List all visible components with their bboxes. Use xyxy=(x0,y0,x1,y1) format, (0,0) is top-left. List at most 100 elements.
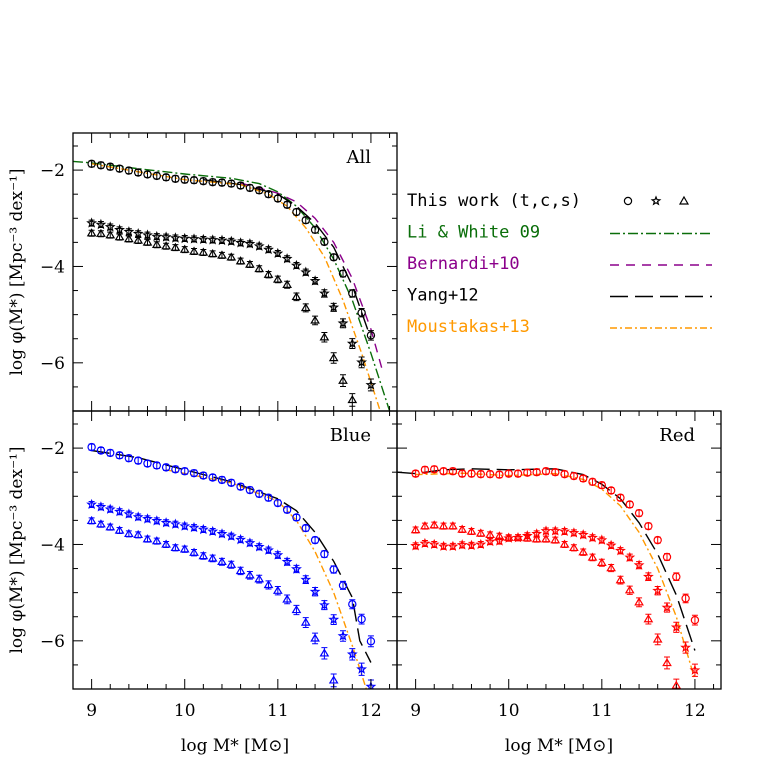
data-point-triangle xyxy=(151,536,162,545)
model-line-yang-12 xyxy=(397,468,696,651)
data-point-circle xyxy=(255,186,264,195)
data-point-triangle xyxy=(291,291,302,301)
data-point-star xyxy=(272,247,284,259)
data-point-triangle xyxy=(96,228,106,237)
model-line-li-white-09 xyxy=(73,160,391,411)
data-point-triangle xyxy=(245,259,255,268)
data-point-circle xyxy=(560,469,569,479)
data-point-circle xyxy=(476,469,485,479)
data-point-star xyxy=(179,232,191,244)
data-point-circle xyxy=(320,237,329,247)
error-bar xyxy=(153,461,160,469)
data-point-star xyxy=(142,229,153,240)
error-bar xyxy=(153,172,160,180)
data-point-star xyxy=(95,218,107,230)
data-point-circle xyxy=(310,225,320,235)
data-point-star xyxy=(540,525,552,536)
data-point-triangle xyxy=(114,525,125,534)
data-point-circle xyxy=(634,508,644,518)
data-point-triangle xyxy=(475,528,486,537)
data-point-circle xyxy=(457,469,467,478)
data-point-star xyxy=(114,506,126,517)
data-point-triangle xyxy=(634,597,644,606)
model-line-yang-12 xyxy=(203,179,372,339)
data-point-triangle xyxy=(513,532,523,541)
data-point-circle xyxy=(124,454,134,463)
x-axis-title: log M* [M⊙] xyxy=(505,736,613,756)
data-point-circle xyxy=(189,468,199,478)
data-point-star xyxy=(328,301,340,312)
data-point-circle xyxy=(143,170,152,179)
data-point-star xyxy=(300,266,312,277)
data-point-circle xyxy=(133,168,143,177)
error-bar xyxy=(302,216,309,224)
error-bar xyxy=(626,500,633,508)
data-point-triangle xyxy=(254,263,265,273)
data-point-circle xyxy=(282,505,292,514)
error-bar xyxy=(349,599,356,610)
data-point-triangle xyxy=(310,633,320,642)
data-point-star xyxy=(216,528,228,539)
data-point-circle xyxy=(348,600,357,609)
x-tick-label: 10 xyxy=(498,701,520,721)
data-point-star xyxy=(689,664,701,675)
data-point-star xyxy=(244,238,256,249)
data-point-circle xyxy=(124,166,134,175)
data-point-star xyxy=(207,525,219,537)
data-point-circle xyxy=(199,176,208,186)
data-point-circle xyxy=(411,469,420,478)
data-point-circle xyxy=(106,162,115,171)
data-point-star xyxy=(356,663,368,674)
data-point-star xyxy=(356,356,368,368)
data-point-triangle xyxy=(189,246,199,255)
data-point-star xyxy=(642,570,654,582)
data-point-circle xyxy=(245,485,255,495)
data-point-star xyxy=(346,648,358,659)
data-point-star xyxy=(281,253,293,264)
data-point-star xyxy=(263,544,274,555)
data-point-circle xyxy=(662,552,672,562)
data-point-star xyxy=(160,231,172,242)
panel-label: All xyxy=(345,147,371,168)
y-tick-label: −6 xyxy=(40,354,65,374)
data-point-triangle xyxy=(310,315,320,324)
x-tick-label: 9 xyxy=(86,701,97,721)
data-point-star xyxy=(328,613,340,625)
data-point-circle xyxy=(180,467,189,476)
data-point-triangle xyxy=(282,279,292,288)
panel-frame xyxy=(396,410,722,690)
error-bar xyxy=(645,522,652,530)
data-point-star xyxy=(577,529,589,540)
data-point-triangle xyxy=(226,559,237,568)
data-point-circle xyxy=(292,513,301,522)
data-point-triangle xyxy=(578,547,589,556)
data-point-star xyxy=(365,379,377,390)
data-point-circle xyxy=(282,200,292,209)
data-point-circle xyxy=(513,469,523,478)
x-tick-label: 12 xyxy=(360,701,382,721)
data-point-circle xyxy=(357,308,366,317)
error-bar xyxy=(682,593,689,604)
data-point-star xyxy=(549,525,561,536)
data-point-triangle xyxy=(198,247,209,256)
data-point-star xyxy=(484,535,496,547)
data-point-triangle xyxy=(263,579,274,589)
data-point-triangle xyxy=(142,237,153,246)
data-point-circle xyxy=(579,474,588,483)
data-point-triangle xyxy=(105,230,116,239)
error-bar xyxy=(312,226,319,234)
error-bar xyxy=(172,175,179,183)
data-point-triangle xyxy=(319,648,330,657)
data-point-circle xyxy=(301,523,310,533)
x-tick-label: 10 xyxy=(174,701,196,721)
legend: This work (t,c,s) Li & White 09 Bernardi+1… xyxy=(407,191,712,337)
data-point-triangle xyxy=(587,552,598,561)
data-point-star xyxy=(428,538,440,550)
data-point-star xyxy=(568,527,580,538)
data-point-circle xyxy=(227,179,236,188)
data-point-triangle xyxy=(615,575,626,584)
data-point-star xyxy=(475,538,487,550)
data-point-star xyxy=(142,513,153,524)
data-point-star xyxy=(309,275,321,286)
data-point-triangle xyxy=(272,585,283,594)
